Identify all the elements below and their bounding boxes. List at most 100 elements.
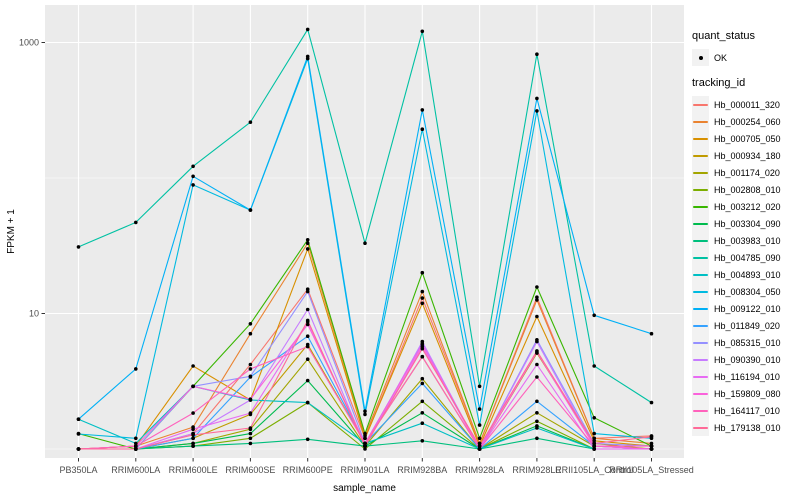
y-axis-title: FPKM + 1 <box>6 209 17 254</box>
legend-item-label: Hb_011849_020 <box>714 320 780 331</box>
line-key-icon <box>692 113 709 130</box>
axis-ticks <box>41 42 652 462</box>
legend-item-Hb_003304_090: Hb_003304_090 <box>692 215 798 232</box>
legend-item-Hb_000934_180: Hb_000934_180 <box>692 147 798 164</box>
line-key-icon <box>692 266 709 283</box>
line-key-icon <box>692 215 709 232</box>
legend-item-label: Hb_008304_050 <box>714 286 781 297</box>
line-key-icon <box>692 232 709 249</box>
legend-item-label: Hb_000254_060 <box>714 116 781 127</box>
legend-item-label: Hb_000934_180 <box>714 150 781 161</box>
line-key-icon <box>692 351 709 368</box>
legend-item-label: Hb_003304_090 <box>714 218 781 229</box>
legend-item-Hb_164117_010: Hb_164117_010 <box>692 402 798 419</box>
line-key-icon <box>692 130 709 147</box>
legend-item-Hb_001174_020: Hb_001174_020 <box>692 164 798 181</box>
series-color-line <box>693 188 708 191</box>
legend-item-label: Hb_009122_010 <box>714 303 781 314</box>
legend-item-label: OK <box>714 52 728 63</box>
legend-item-label: Hb_159809_080 <box>714 388 781 399</box>
ok-point-key <box>692 49 709 66</box>
line-key-icon <box>692 181 709 198</box>
series-color-line <box>693 137 708 140</box>
legend-item-label: Hb_004785_090 <box>714 252 781 263</box>
legend-item-ok: OK <box>692 49 798 66</box>
line-key-icon <box>692 96 709 113</box>
svg-text:1000: 1000 <box>19 38 39 48</box>
legend-item-label: Hb_000705_050 <box>714 133 781 144</box>
series-color-line <box>693 307 708 310</box>
line-key-icon <box>692 402 709 419</box>
series-color-line <box>693 222 708 225</box>
legend-item-Hb_002808_010: Hb_002808_010 <box>692 181 798 198</box>
series-color-line <box>693 426 708 429</box>
svg-text:RRIM600PE: RRIM600PE <box>283 465 333 475</box>
legend-item-Hb_000254_060: Hb_000254_060 <box>692 113 798 130</box>
legend-item-label: Hb_001174_020 <box>714 167 780 178</box>
line-key-icon <box>692 419 709 436</box>
svg-text:RRIM600LA: RRIM600LA <box>111 465 160 475</box>
svg-text:RRIM600SE: RRIM600SE <box>225 465 275 475</box>
legend-section-gap <box>692 66 798 77</box>
legend-item-Hb_000011_320: Hb_000011_320 <box>692 96 798 113</box>
line-key-icon <box>692 385 709 402</box>
line-key-icon <box>692 300 709 317</box>
legend-title-tracking-id: tracking_id <box>692 77 746 89</box>
line-key-icon <box>692 164 709 181</box>
legend-item-Hb_116194_010: Hb_116194_010 <box>692 368 798 385</box>
legend-item-label: Hb_085315_010 <box>714 337 781 348</box>
point-icon <box>698 55 703 60</box>
legend-item-Hb_085315_010: Hb_085315_010 <box>692 334 798 351</box>
svg-text:PB350LA: PB350LA <box>59 465 97 475</box>
legend: quant_status OK tracking_id Hb_000011_32… <box>692 30 798 436</box>
legend-item-Hb_003212_020: Hb_003212_020 <box>692 198 798 215</box>
line-key-icon <box>692 317 709 334</box>
line-key-icon <box>692 147 709 164</box>
legend-item-Hb_090390_010: Hb_090390_010 <box>692 351 798 368</box>
series-color-line <box>693 341 708 344</box>
series-color-line <box>693 409 708 412</box>
series-color-line <box>693 273 708 276</box>
legend-item-label: Hb_002808_010 <box>714 184 781 195</box>
legend-tracking-entries: Hb_000011_320 Hb_000254_060 Hb_000705_050 H… <box>692 96 798 436</box>
svg-text:RRII105LA_Control: RRII105LA_Control <box>555 465 633 475</box>
line-key-icon <box>692 198 709 215</box>
series-color-line <box>693 103 708 106</box>
line-key-icon <box>692 334 709 351</box>
legend-item-Hb_004893_010: Hb_004893_010 <box>692 266 798 283</box>
x-axis-labels: PB350LA RRIM600LA RRIM600LE RRIM600SE RRIM60… <box>59 465 693 475</box>
svg-text:RRII105LA_Stressed: RRII105LA_Stressed <box>609 465 694 475</box>
svg-text:RRIM928LE: RRIM928LE <box>512 465 561 475</box>
svg-text:RRIM901LA: RRIM901LA <box>340 465 389 475</box>
series-color-line <box>693 239 708 242</box>
legend-item-Hb_000705_050: Hb_000705_050 <box>692 130 798 147</box>
legend-item-label: Hb_179138_010 <box>714 422 781 433</box>
svg-text:RRIM600LE: RRIM600LE <box>169 465 218 475</box>
legend-item-label: Hb_003212_020 <box>714 201 781 212</box>
line-key-icon <box>692 283 709 300</box>
legend-item-label: Hb_164117_010 <box>714 405 780 416</box>
legend-item-Hb_004785_090: Hb_004785_090 <box>692 249 798 266</box>
line-key-icon <box>692 368 709 385</box>
series-color-line <box>693 375 708 378</box>
series-color-line <box>693 205 708 208</box>
series-color-line <box>693 171 708 174</box>
legend-item-Hb_159809_080: Hb_159809_080 <box>692 385 798 402</box>
legend-item-Hb_009122_010: Hb_009122_010 <box>692 300 798 317</box>
legend-item-Hb_011849_020: Hb_011849_020 <box>692 317 798 334</box>
series-color-line <box>693 324 708 327</box>
line-key-icon <box>692 249 709 266</box>
series-color-line <box>693 154 708 157</box>
legend-item-Hb_008304_050: Hb_008304_050 <box>692 283 798 300</box>
series-color-line <box>693 290 708 293</box>
legend-item-label: Hb_004893_010 <box>714 269 781 280</box>
series-color-line <box>693 392 708 395</box>
legend-title-quant-status: quant_status <box>692 30 755 42</box>
series-color-line <box>693 256 708 259</box>
svg-text:10: 10 <box>29 309 39 319</box>
svg-text:RRIM928LA: RRIM928LA <box>455 465 504 475</box>
svg-text:RRIM928BA: RRIM928BA <box>397 465 447 475</box>
legend-item-label: Hb_000011_320 <box>714 99 780 110</box>
